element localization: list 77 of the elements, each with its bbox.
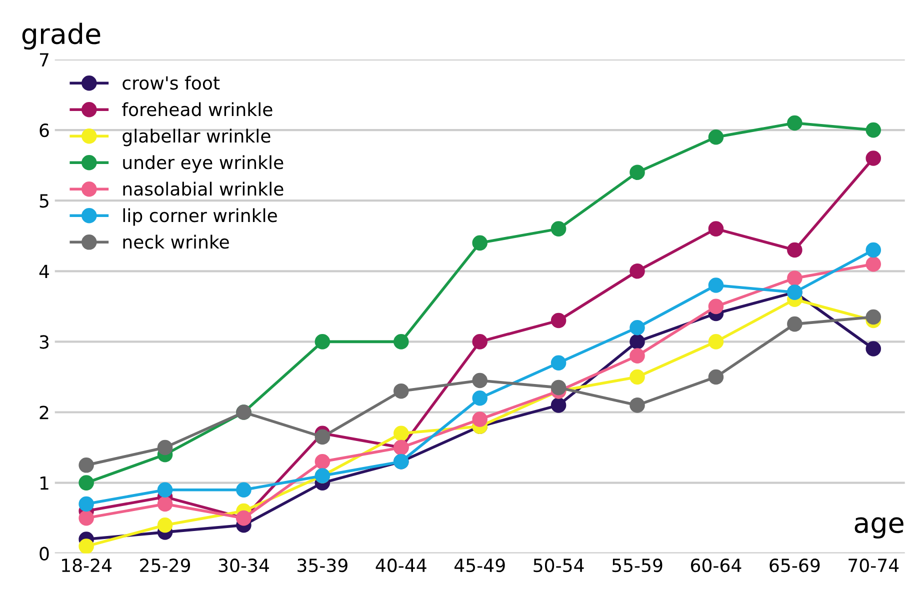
- point: [787, 115, 802, 131]
- x-tick-label: 40-44: [376, 558, 426, 572]
- point: [78, 475, 94, 490]
- point: [630, 369, 645, 385]
- point: [708, 221, 724, 236]
- legend-label: lip corner wrinkle: [123, 208, 277, 226]
- point: [866, 309, 882, 325]
- point: [550, 398, 566, 413]
- point: [394, 334, 409, 350]
- point: [630, 398, 645, 413]
- point: [787, 270, 802, 286]
- x-tick-label: 30-34: [218, 558, 269, 572]
- point: [314, 334, 330, 350]
- y-axis-title: grade: [22, 22, 100, 50]
- legend-label: forehead wrinkle: [122, 102, 272, 116]
- point: [550, 221, 566, 236]
- y-tick-label: 1: [40, 476, 48, 490]
- point: [394, 383, 409, 399]
- point: [157, 496, 173, 512]
- point: [630, 348, 645, 364]
- x-tick-label: 35-39: [298, 558, 348, 572]
- legend-label: crow's foot: [122, 76, 220, 90]
- y-tick-label: 7: [40, 53, 48, 66]
- point: [866, 256, 882, 272]
- point: [314, 429, 330, 445]
- point: [78, 510, 94, 526]
- point: [866, 341, 882, 356]
- y-tick-label: 6: [40, 124, 49, 138]
- point: [630, 334, 645, 350]
- point: [472, 390, 488, 406]
- legend-label: nasolabial wrinkle: [123, 182, 284, 196]
- point: [157, 440, 173, 456]
- legend-label: neck wrinke: [123, 234, 229, 249]
- x-tick-label: 55-59: [612, 558, 662, 572]
- point: [708, 129, 724, 145]
- x-tick-label: 18-24: [62, 558, 112, 572]
- point: [787, 242, 802, 258]
- y-tick-label: 2: [40, 406, 48, 420]
- point: [708, 278, 724, 293]
- x-tick-label: 65-69: [770, 558, 820, 572]
- point: [157, 482, 173, 498]
- y-tick-label: 0: [40, 546, 49, 560]
- point: [157, 517, 173, 533]
- point: [630, 320, 645, 336]
- point: [866, 122, 882, 138]
- point: [78, 458, 94, 473]
- point: [550, 312, 566, 328]
- point: [472, 334, 488, 350]
- x-tick-label: 50-54: [534, 558, 584, 572]
- point: [866, 150, 882, 166]
- point: [394, 426, 409, 442]
- point: [472, 412, 488, 427]
- point: [708, 334, 724, 350]
- point: [550, 355, 566, 371]
- point: [472, 235, 488, 251]
- point: [630, 164, 645, 180]
- point: [78, 496, 94, 512]
- point: [236, 482, 252, 498]
- x-tick-label: 25-29: [140, 558, 190, 572]
- point: [866, 242, 882, 258]
- legend-label: under eye wrinkle: [123, 155, 284, 173]
- point: [78, 538, 94, 554]
- point: [314, 454, 330, 470]
- y-tick-label: 3: [40, 335, 49, 349]
- x-axis-title: age: [854, 517, 904, 539]
- point: [472, 372, 488, 388]
- point: [787, 316, 802, 332]
- point: [630, 264, 645, 279]
- x-tick-label: 70-74: [848, 558, 899, 572]
- point: [708, 298, 724, 314]
- x-tick-label: 60-64: [690, 558, 742, 572]
- point: [708, 369, 724, 385]
- y-tick-label: 5: [40, 194, 48, 208]
- x-tick-label: 45-49: [454, 558, 505, 572]
- legend-label: glabellar wrinkle: [122, 128, 270, 146]
- point: [550, 380, 566, 396]
- y-tick-label: 4: [39, 264, 49, 278]
